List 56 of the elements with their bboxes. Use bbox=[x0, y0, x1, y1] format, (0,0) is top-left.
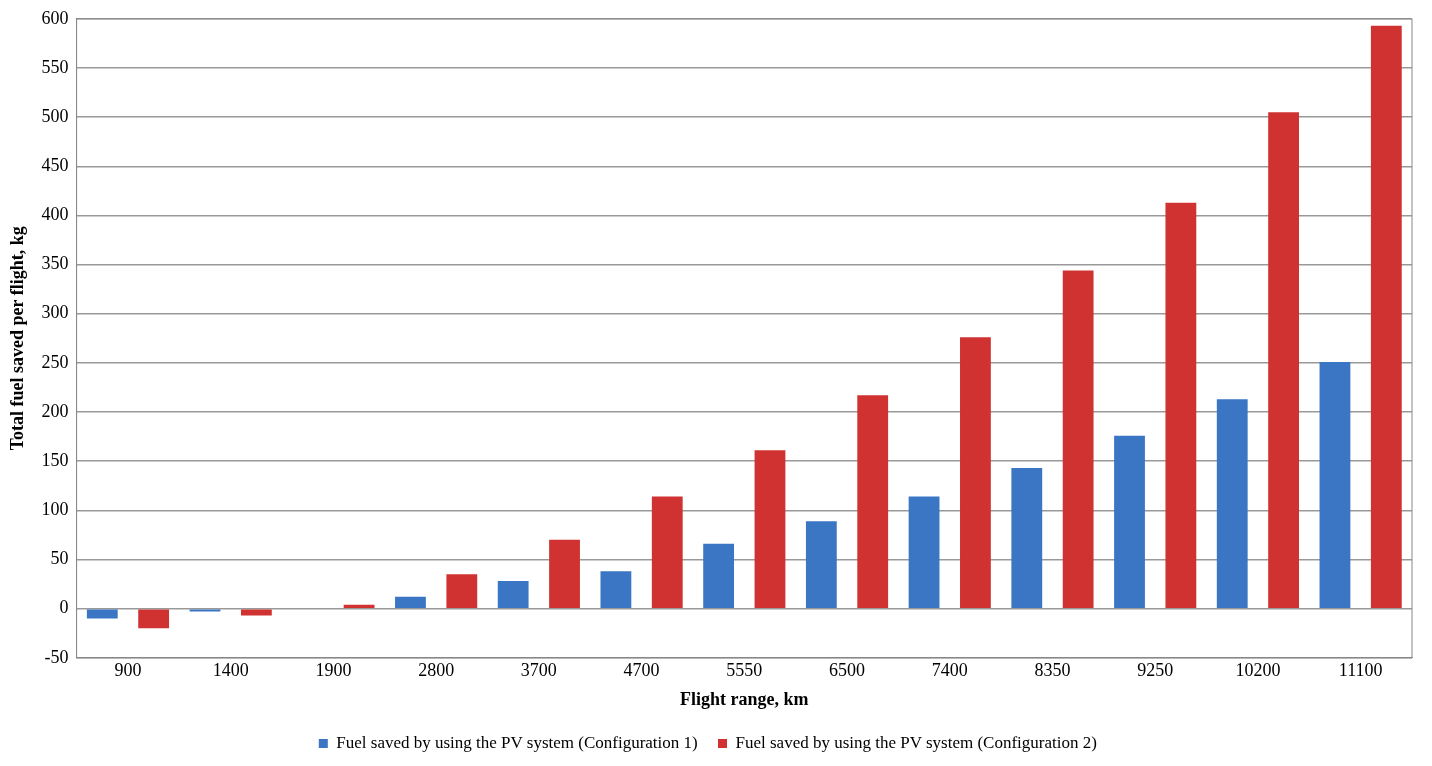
y-tick-label: 600 bbox=[41, 7, 69, 28]
y-tick-label: 50 bbox=[50, 548, 69, 569]
x-tick-label: 5550 bbox=[726, 660, 763, 681]
bar bbox=[240, 609, 272, 616]
y-tick-label: 550 bbox=[41, 56, 69, 77]
y-tick-label: 200 bbox=[41, 400, 69, 421]
x-tick-label: 6500 bbox=[829, 660, 866, 681]
y-tick-label: 100 bbox=[41, 499, 69, 520]
bar bbox=[549, 539, 580, 608]
bar bbox=[189, 609, 221, 612]
legend-label: Fuel saved by using the PV system (Configuration 1) bbox=[336, 732, 698, 752]
bar bbox=[1216, 399, 1248, 608]
x-axis-title: Flight range, km bbox=[680, 688, 809, 709]
bar bbox=[703, 543, 735, 608]
y-tick-label: 150 bbox=[41, 449, 69, 470]
bar bbox=[754, 450, 786, 608]
bar bbox=[908, 496, 940, 608]
bar bbox=[497, 581, 529, 608]
bar bbox=[1062, 270, 1094, 608]
bar bbox=[395, 596, 426, 608]
y-tick-label: 400 bbox=[41, 204, 69, 225]
bar bbox=[1114, 435, 1145, 608]
bar bbox=[1370, 25, 1402, 608]
y-tick-label: 0 bbox=[59, 597, 69, 618]
bar bbox=[960, 337, 991, 608]
bar bbox=[446, 574, 478, 608]
y-tick-label: 350 bbox=[41, 253, 69, 274]
y-tick-label: 500 bbox=[41, 105, 69, 126]
x-tick-label: 11100 bbox=[1338, 660, 1383, 681]
bar bbox=[600, 571, 632, 608]
bar bbox=[138, 609, 170, 629]
y-axis-title: Total fuel saved per flight, kg bbox=[7, 226, 28, 451]
y-tick-label: -50 bbox=[44, 646, 69, 667]
bar bbox=[805, 521, 837, 608]
x-tick-label: 2800 bbox=[418, 660, 455, 681]
x-tick-label: 900 bbox=[114, 660, 142, 681]
x-tick-label: 8350 bbox=[1034, 660, 1071, 681]
bar bbox=[651, 496, 683, 608]
x-tick-label: 4700 bbox=[623, 660, 660, 681]
x-tick-label: 7400 bbox=[931, 660, 968, 681]
bar bbox=[1268, 112, 1300, 608]
x-tick-label: 10200 bbox=[1235, 660, 1281, 681]
x-tick-label: 3700 bbox=[520, 660, 557, 681]
bar bbox=[1319, 361, 1351, 608]
bar bbox=[86, 609, 118, 619]
y-tick-label: 450 bbox=[41, 155, 69, 175]
y-tick-label: 300 bbox=[41, 302, 69, 323]
legend-label: Fuel saved by using the PV system (Configuration 2) bbox=[735, 732, 1097, 752]
bar bbox=[343, 604, 375, 608]
x-tick-label: 1400 bbox=[212, 660, 249, 681]
bar bbox=[1011, 468, 1043, 608]
bar bbox=[857, 395, 889, 608]
x-tick-label: 1900 bbox=[315, 660, 352, 681]
x-tick-label: 9250 bbox=[1137, 660, 1174, 681]
y-tick-label: 250 bbox=[41, 351, 69, 372]
bar bbox=[1165, 202, 1197, 608]
